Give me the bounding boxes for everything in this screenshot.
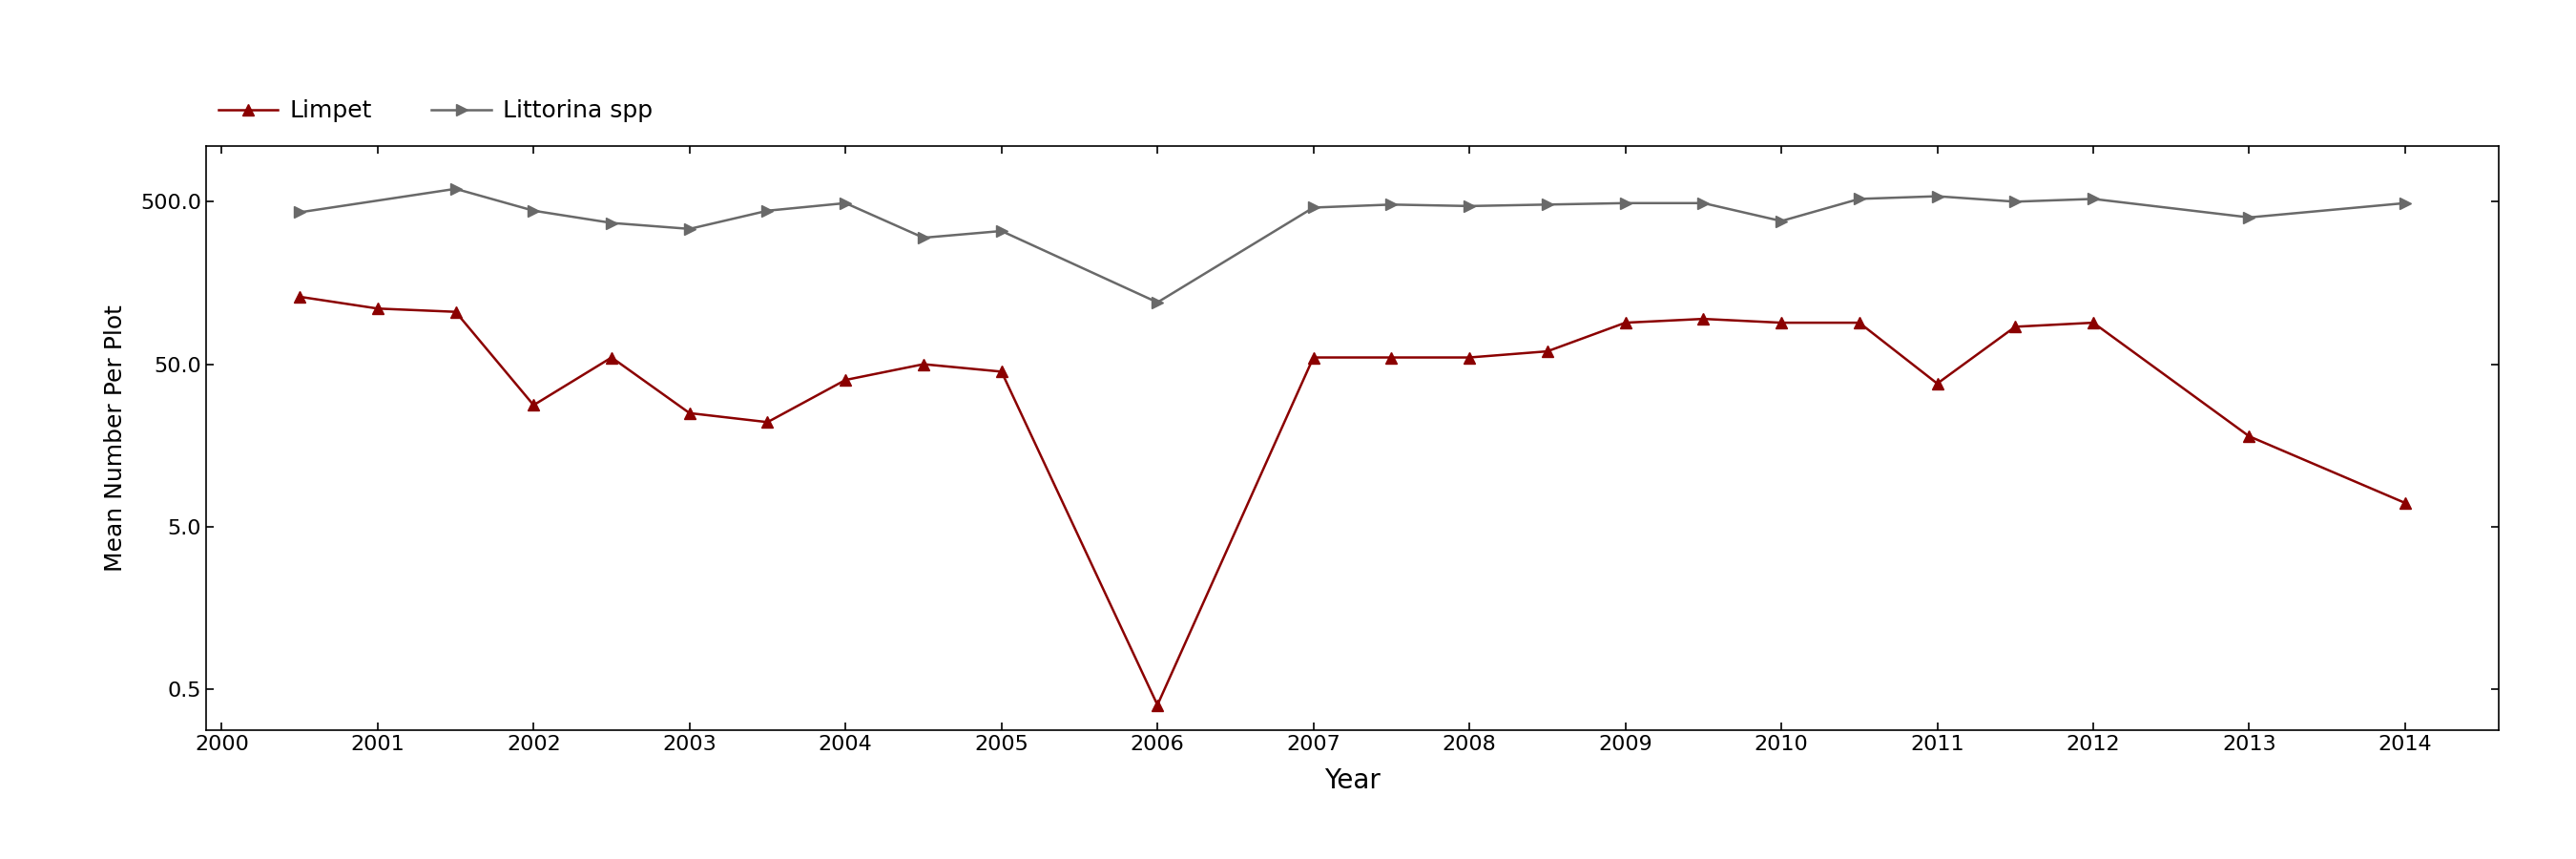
Line: Littorina spp: Littorina spp [294,184,2411,308]
Limpet [829,375,860,385]
Y-axis label: Mean Number Per Plot: Mean Number Per Plot [103,305,126,571]
Littorina spp [1141,297,1172,308]
Littorina spp [1376,199,1406,210]
Limpet [2391,498,2421,509]
Limpet [909,359,940,369]
Limpet [1533,346,1564,356]
Limpet [440,307,471,317]
Littorina spp [1610,198,1641,208]
Littorina spp [1533,199,1564,210]
Littorina spp [1844,194,1875,204]
Limpet [1610,318,1641,328]
Limpet [1844,318,1875,328]
Littorina spp [283,207,314,217]
Limpet [283,291,314,302]
Littorina spp [2391,198,2421,208]
Littorina spp [1298,203,1329,213]
Limpet [595,352,626,362]
Limpet [987,367,1018,377]
Littorina spp [2233,212,2264,222]
Littorina spp [518,205,549,216]
Littorina spp [987,226,1018,236]
Legend: Limpet, Littorina spp: Limpet, Littorina spp [219,100,654,123]
Littorina spp [2079,194,2110,204]
Littorina spp [829,198,860,208]
Line: Limpet: Limpet [294,291,2411,710]
Limpet [518,400,549,411]
Littorina spp [1687,198,1718,208]
Littorina spp [1765,216,1795,226]
Limpet [1765,318,1795,328]
Littorina spp [1453,201,1484,211]
Limpet [1687,314,1718,324]
Littorina spp [675,223,706,234]
Limpet [752,417,783,427]
X-axis label: Year: Year [1324,767,1381,794]
Littorina spp [1922,191,1953,201]
Limpet [1999,321,2030,332]
Limpet [1298,352,1329,362]
Limpet [1376,352,1406,362]
Limpet [2233,431,2264,442]
Limpet [675,408,706,418]
Littorina spp [595,218,626,228]
Littorina spp [440,184,471,194]
Limpet [363,303,394,314]
Littorina spp [1999,197,2030,207]
Littorina spp [909,233,940,243]
Limpet [1922,379,1953,389]
Littorina spp [752,205,783,216]
Limpet [1453,352,1484,362]
Limpet [1141,700,1172,710]
Limpet [2079,318,2110,328]
